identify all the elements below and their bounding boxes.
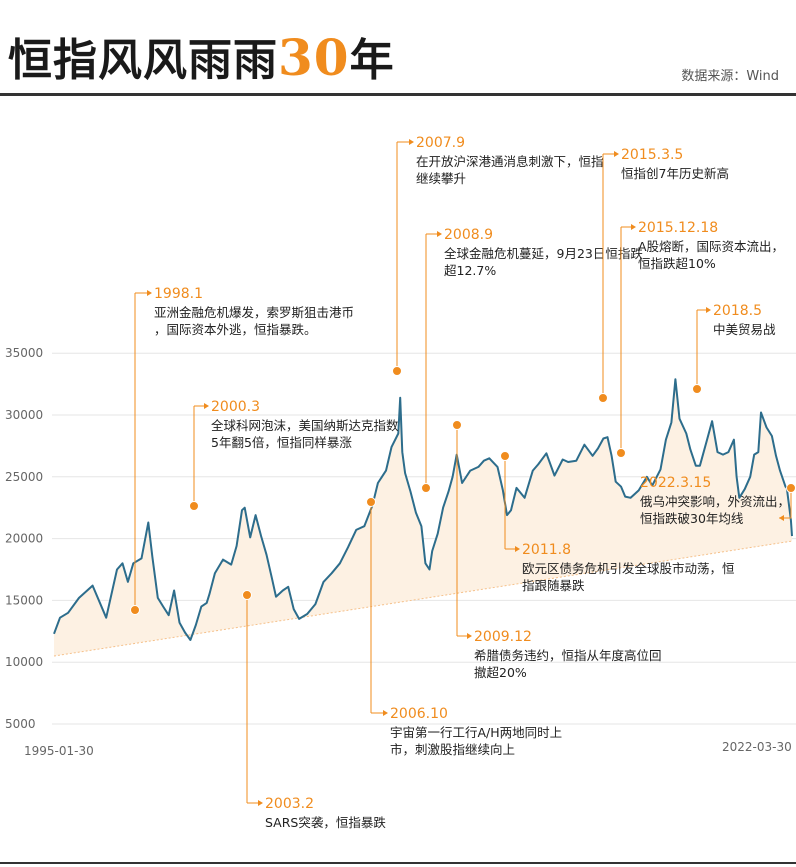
annotation-text: 在开放沪深港通消息刺激下，恒指	[416, 154, 604, 169]
annotation-date: 2011.8	[522, 542, 571, 558]
annotation-text: 俄乌冲突影响，外资流出，	[640, 494, 790, 509]
annotation-date: 2008.9	[444, 227, 493, 243]
annotation-arrow	[614, 151, 619, 157]
annotation-text: 中美贸易战	[713, 322, 776, 337]
annotation-text: 5年翻5倍，恒指同样暴涨	[211, 435, 352, 450]
page-title: 恒指风风雨雨30年	[8, 28, 395, 91]
annotation-date: 2015.12.18	[638, 220, 718, 236]
annotation-text: 市，刺激股指继续向上	[390, 742, 515, 757]
annotation-text: SARS突袭，恒指暴跌	[265, 815, 386, 830]
title-number: 30	[278, 28, 350, 87]
annotation-arrow	[409, 139, 414, 145]
annotation-date: 2003.2	[265, 796, 314, 812]
annotation-date: 2022.3.15	[640, 475, 711, 491]
series-line	[53, 378, 793, 641]
annotation-arrow	[779, 515, 784, 521]
annotation-arrow	[467, 633, 472, 639]
y-tick-label: 30000	[5, 408, 43, 422]
annotation-text: 指跟随暴跌	[522, 578, 585, 593]
annotation-arrow	[631, 224, 636, 230]
y-tick-label: 15000	[5, 593, 43, 607]
annotation-date: 2000.3	[211, 399, 260, 415]
title-main: 恒指风风雨雨	[8, 35, 278, 86]
y-tick-label: 20000	[5, 532, 43, 546]
title-tail: 年	[349, 35, 395, 86]
annotation-arrow	[258, 800, 263, 806]
annotation-date: 1998.1	[154, 286, 203, 302]
y-tick-label: 35000	[5, 346, 43, 360]
annotation-text: 超12.7%	[444, 263, 496, 278]
annotation-text: 全球科网泡沫，美国纳斯达克指数	[211, 418, 399, 433]
event-marker	[242, 590, 252, 600]
annotation-text: 希腊债务违约，恒指从年度高位回	[474, 648, 662, 663]
event-marker	[452, 420, 462, 430]
annotation-text: 撤超20%	[474, 665, 527, 680]
data-source-label: 数据来源：Wind	[681, 69, 779, 84]
annotation-date: 2009.12	[474, 629, 532, 645]
annotation-text: 继续攀升	[416, 171, 466, 186]
annotation-date: 2007.9	[416, 135, 465, 151]
event-marker	[500, 451, 510, 461]
footer-rule	[0, 862, 796, 864]
annotation-text: 全球金融危机蔓延，9月23日恒指跌	[444, 246, 643, 261]
annotation-text: 欧元区债务危机引发全球股市动荡，恒	[522, 561, 735, 576]
annotation-text: 亚洲金融危机爆发，索罗斯狙击港币	[154, 305, 354, 320]
annotation-date: 2015.3.5	[621, 147, 683, 163]
event-marker	[616, 448, 626, 458]
annotation-text: 恒指跌超10%	[638, 256, 716, 271]
annotation-arrow	[147, 290, 152, 296]
annotation-text: ，国际资本外逃，恒指暴跌。	[154, 322, 317, 337]
annotation-arrow	[515, 546, 520, 552]
y-tick-label: 10000	[5, 655, 43, 669]
y-tick-label: 25000	[5, 470, 43, 484]
event-marker	[598, 393, 608, 403]
annotation-text: A股熔断，国际资本流出，	[638, 239, 784, 254]
annotation-arrow	[437, 231, 442, 237]
trend-line	[53, 540, 793, 657]
event-marker	[692, 384, 702, 394]
x-tick-label-start: 1995-01-30	[24, 744, 94, 758]
annotation-arrow	[204, 403, 209, 409]
event-marker	[366, 497, 376, 507]
event-marker	[130, 605, 140, 615]
event-marker	[189, 501, 199, 511]
area-fill	[54, 379, 792, 656]
annotation-text: 恒指跌破30年均线	[640, 511, 744, 526]
header-rule	[0, 93, 796, 96]
annotation-text: 宇宙第一行工行A/H两地同时上	[390, 725, 562, 740]
event-marker	[786, 483, 796, 493]
annotation-date: 2006.10	[390, 706, 448, 722]
event-marker	[421, 483, 431, 493]
annotation-arrow	[383, 710, 388, 716]
y-tick-label: 5000	[5, 717, 36, 731]
annotation-text: 恒指创7年历史新高	[621, 166, 729, 181]
annotation-arrow	[706, 307, 711, 313]
annotation-date: 2018.5	[713, 303, 762, 319]
event-marker	[392, 366, 402, 376]
x-tick-label-end: 2022-03-30	[722, 740, 792, 754]
